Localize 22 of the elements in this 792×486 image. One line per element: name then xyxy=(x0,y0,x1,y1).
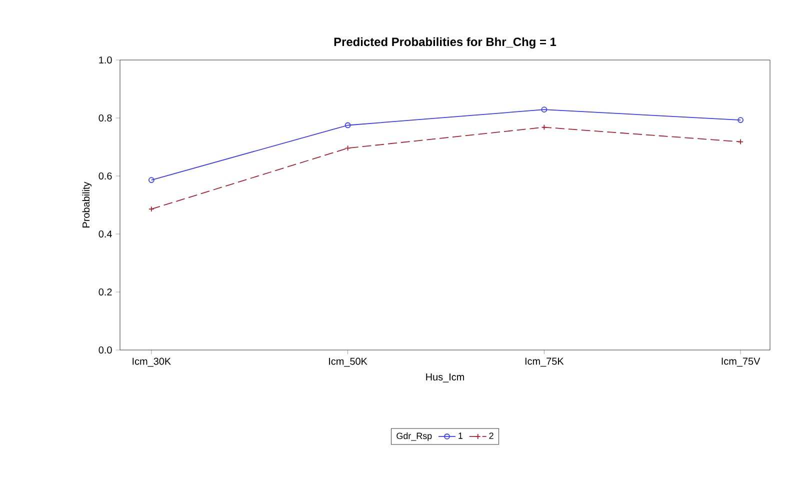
x-axis-title: Hus_Icm xyxy=(426,374,464,382)
point xyxy=(541,124,548,130)
point xyxy=(738,138,744,145)
y-tick-label: 0.2 xyxy=(98,288,112,296)
point xyxy=(541,106,548,113)
legend-label: 1 xyxy=(458,432,463,439)
y-tick-label: 0.4 xyxy=(98,230,112,238)
x-tick-label: Icm_50K xyxy=(329,358,368,367)
y-tick-label: 0.0 xyxy=(98,346,112,354)
point xyxy=(148,206,154,212)
chart-title: Predicted Probabilities for Bhr_Chg = 1 xyxy=(334,37,556,49)
x-tick-label: Icm_75V xyxy=(722,358,760,367)
y-axis-title: Probability xyxy=(82,182,92,228)
y-tick-label: 0.6 xyxy=(98,172,112,180)
point xyxy=(344,145,351,152)
x-tick-label: Icm_75K xyxy=(525,358,564,367)
y-tick-label: 0.8 xyxy=(98,114,112,122)
legend-label: 2 xyxy=(489,432,494,439)
point xyxy=(344,122,351,128)
x-tick-label: Icm_30K xyxy=(132,358,171,367)
legend-title: Gdr_Rsp xyxy=(396,432,432,441)
y-tick-label: 1.0 xyxy=(99,56,112,64)
